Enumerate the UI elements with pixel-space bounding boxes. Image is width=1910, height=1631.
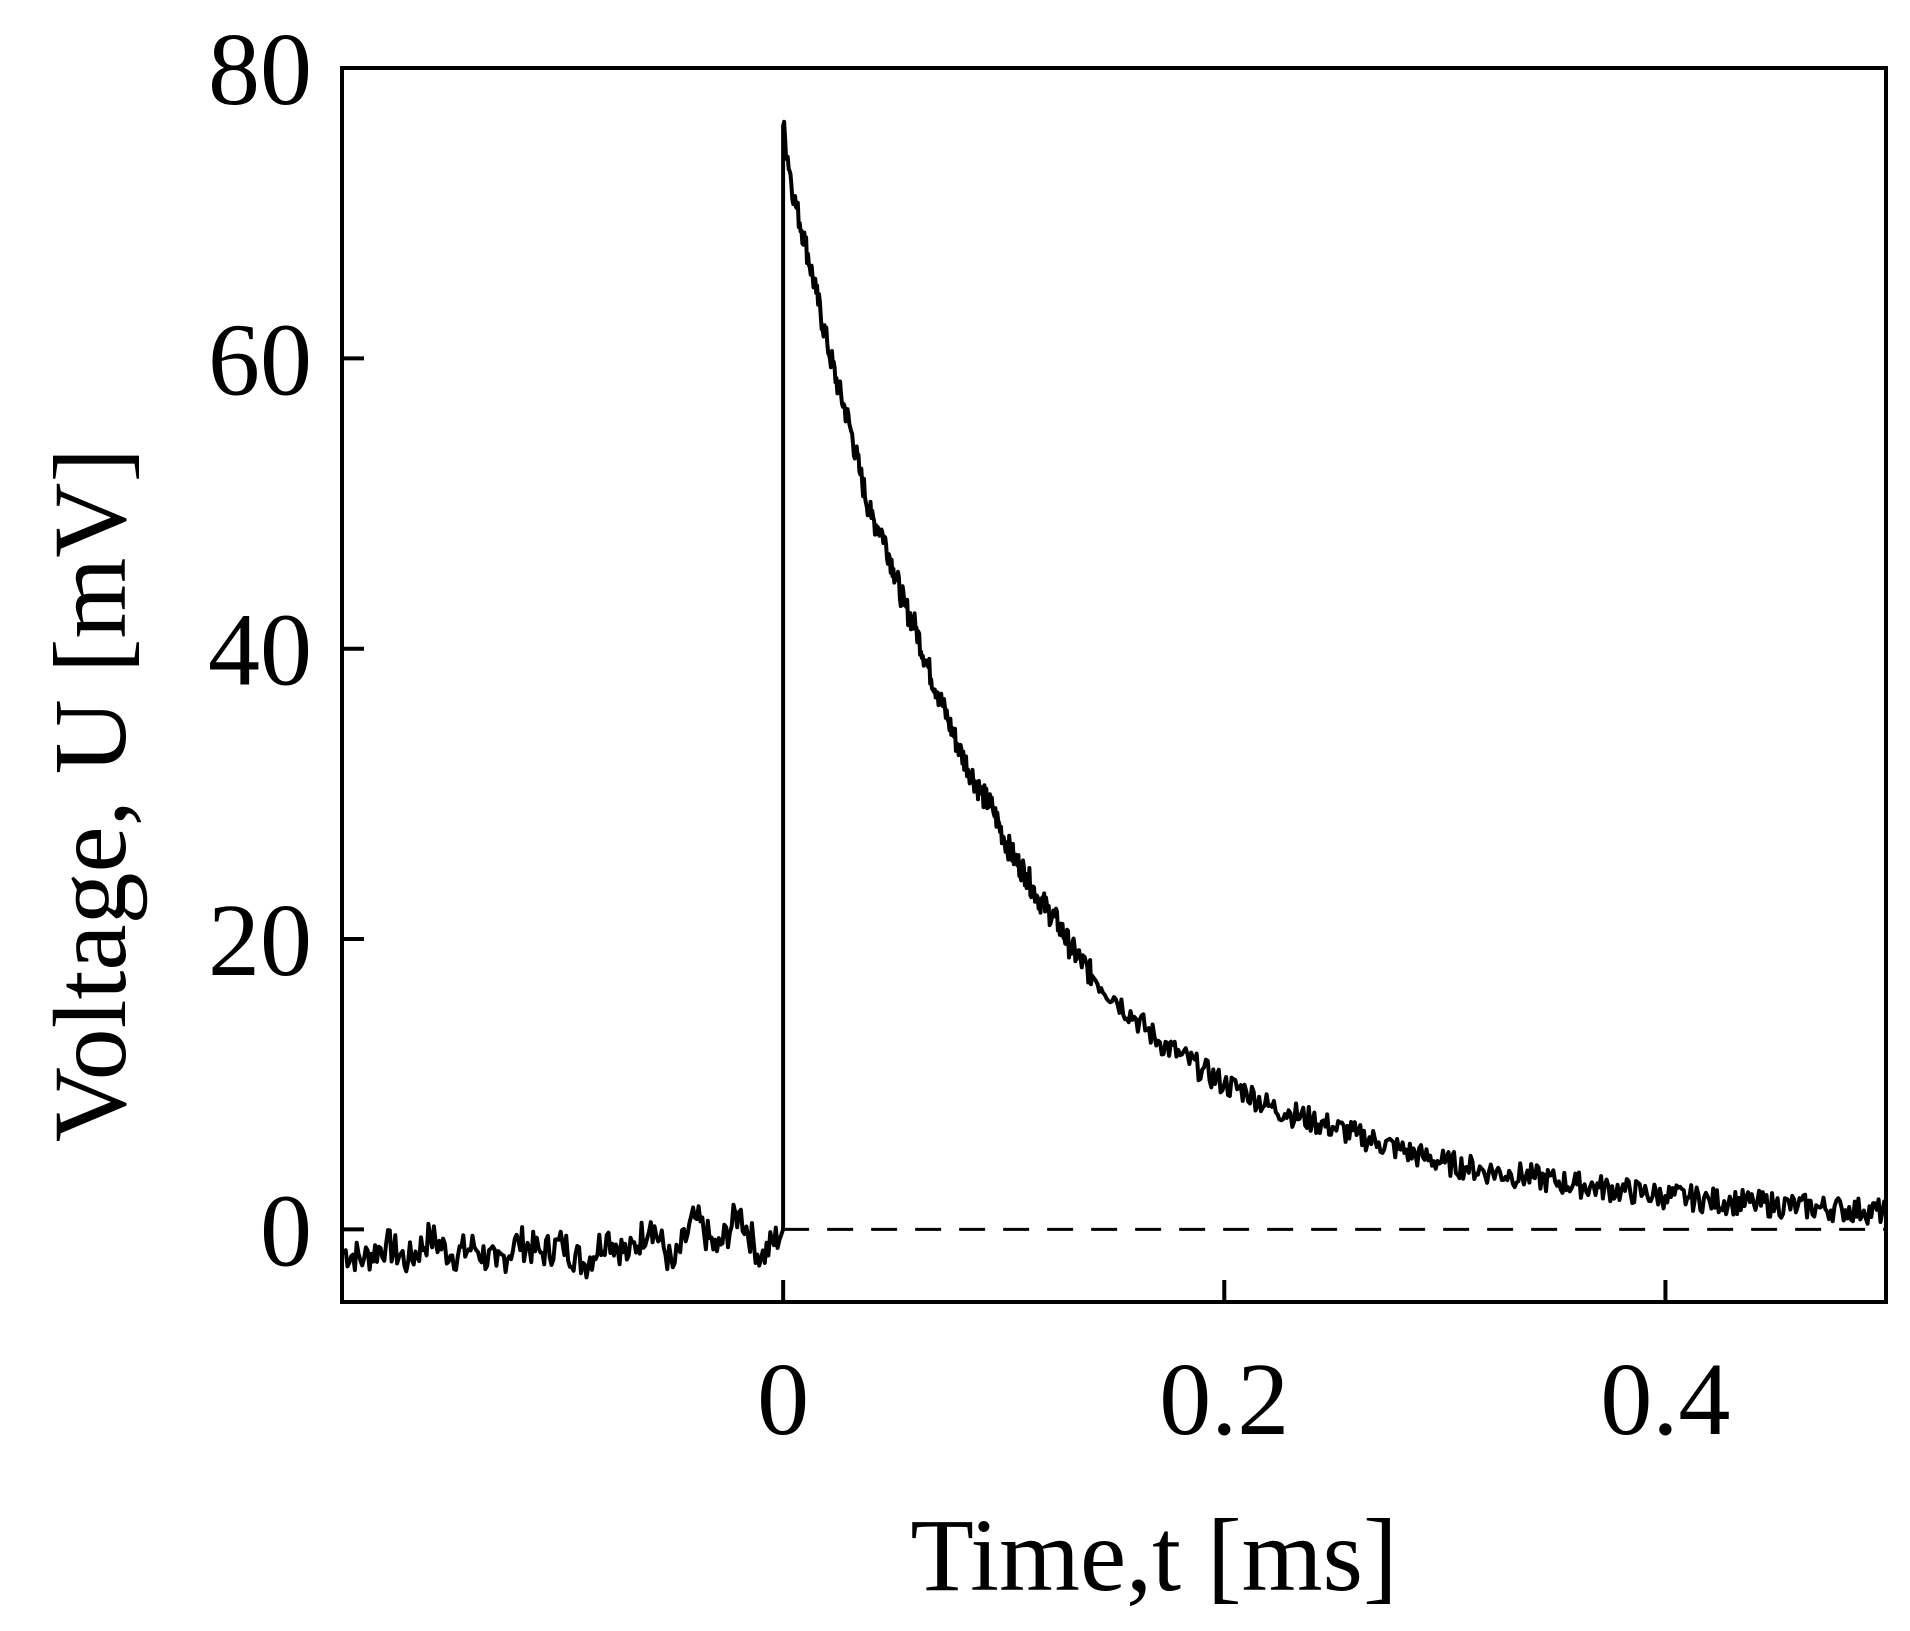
x-tick-label: 0.4 (1600, 1342, 1730, 1457)
x-axis-label: Time,t [ms] (910, 1498, 1397, 1613)
plot-area (341, 119, 1888, 1280)
y-tick-label: 40 (208, 593, 312, 708)
y-tick-label: 20 (208, 883, 312, 998)
y-tick-label: 0 (260, 1173, 312, 1288)
y-tick-label: 60 (208, 302, 312, 417)
plot-frame (340, 66, 1888, 1304)
axes (340, 66, 1888, 1304)
series-line (341, 119, 1888, 1280)
ticks: 0 0.2 0.4 0 20 40 60 80 (208, 12, 1730, 1457)
y-tick-label: 80 (208, 12, 312, 127)
y-axis-label: Voltage, U [mV] (33, 448, 148, 1142)
x-tick-label: 0.2 (1159, 1342, 1289, 1457)
x-tick-label: 0 (757, 1342, 809, 1457)
